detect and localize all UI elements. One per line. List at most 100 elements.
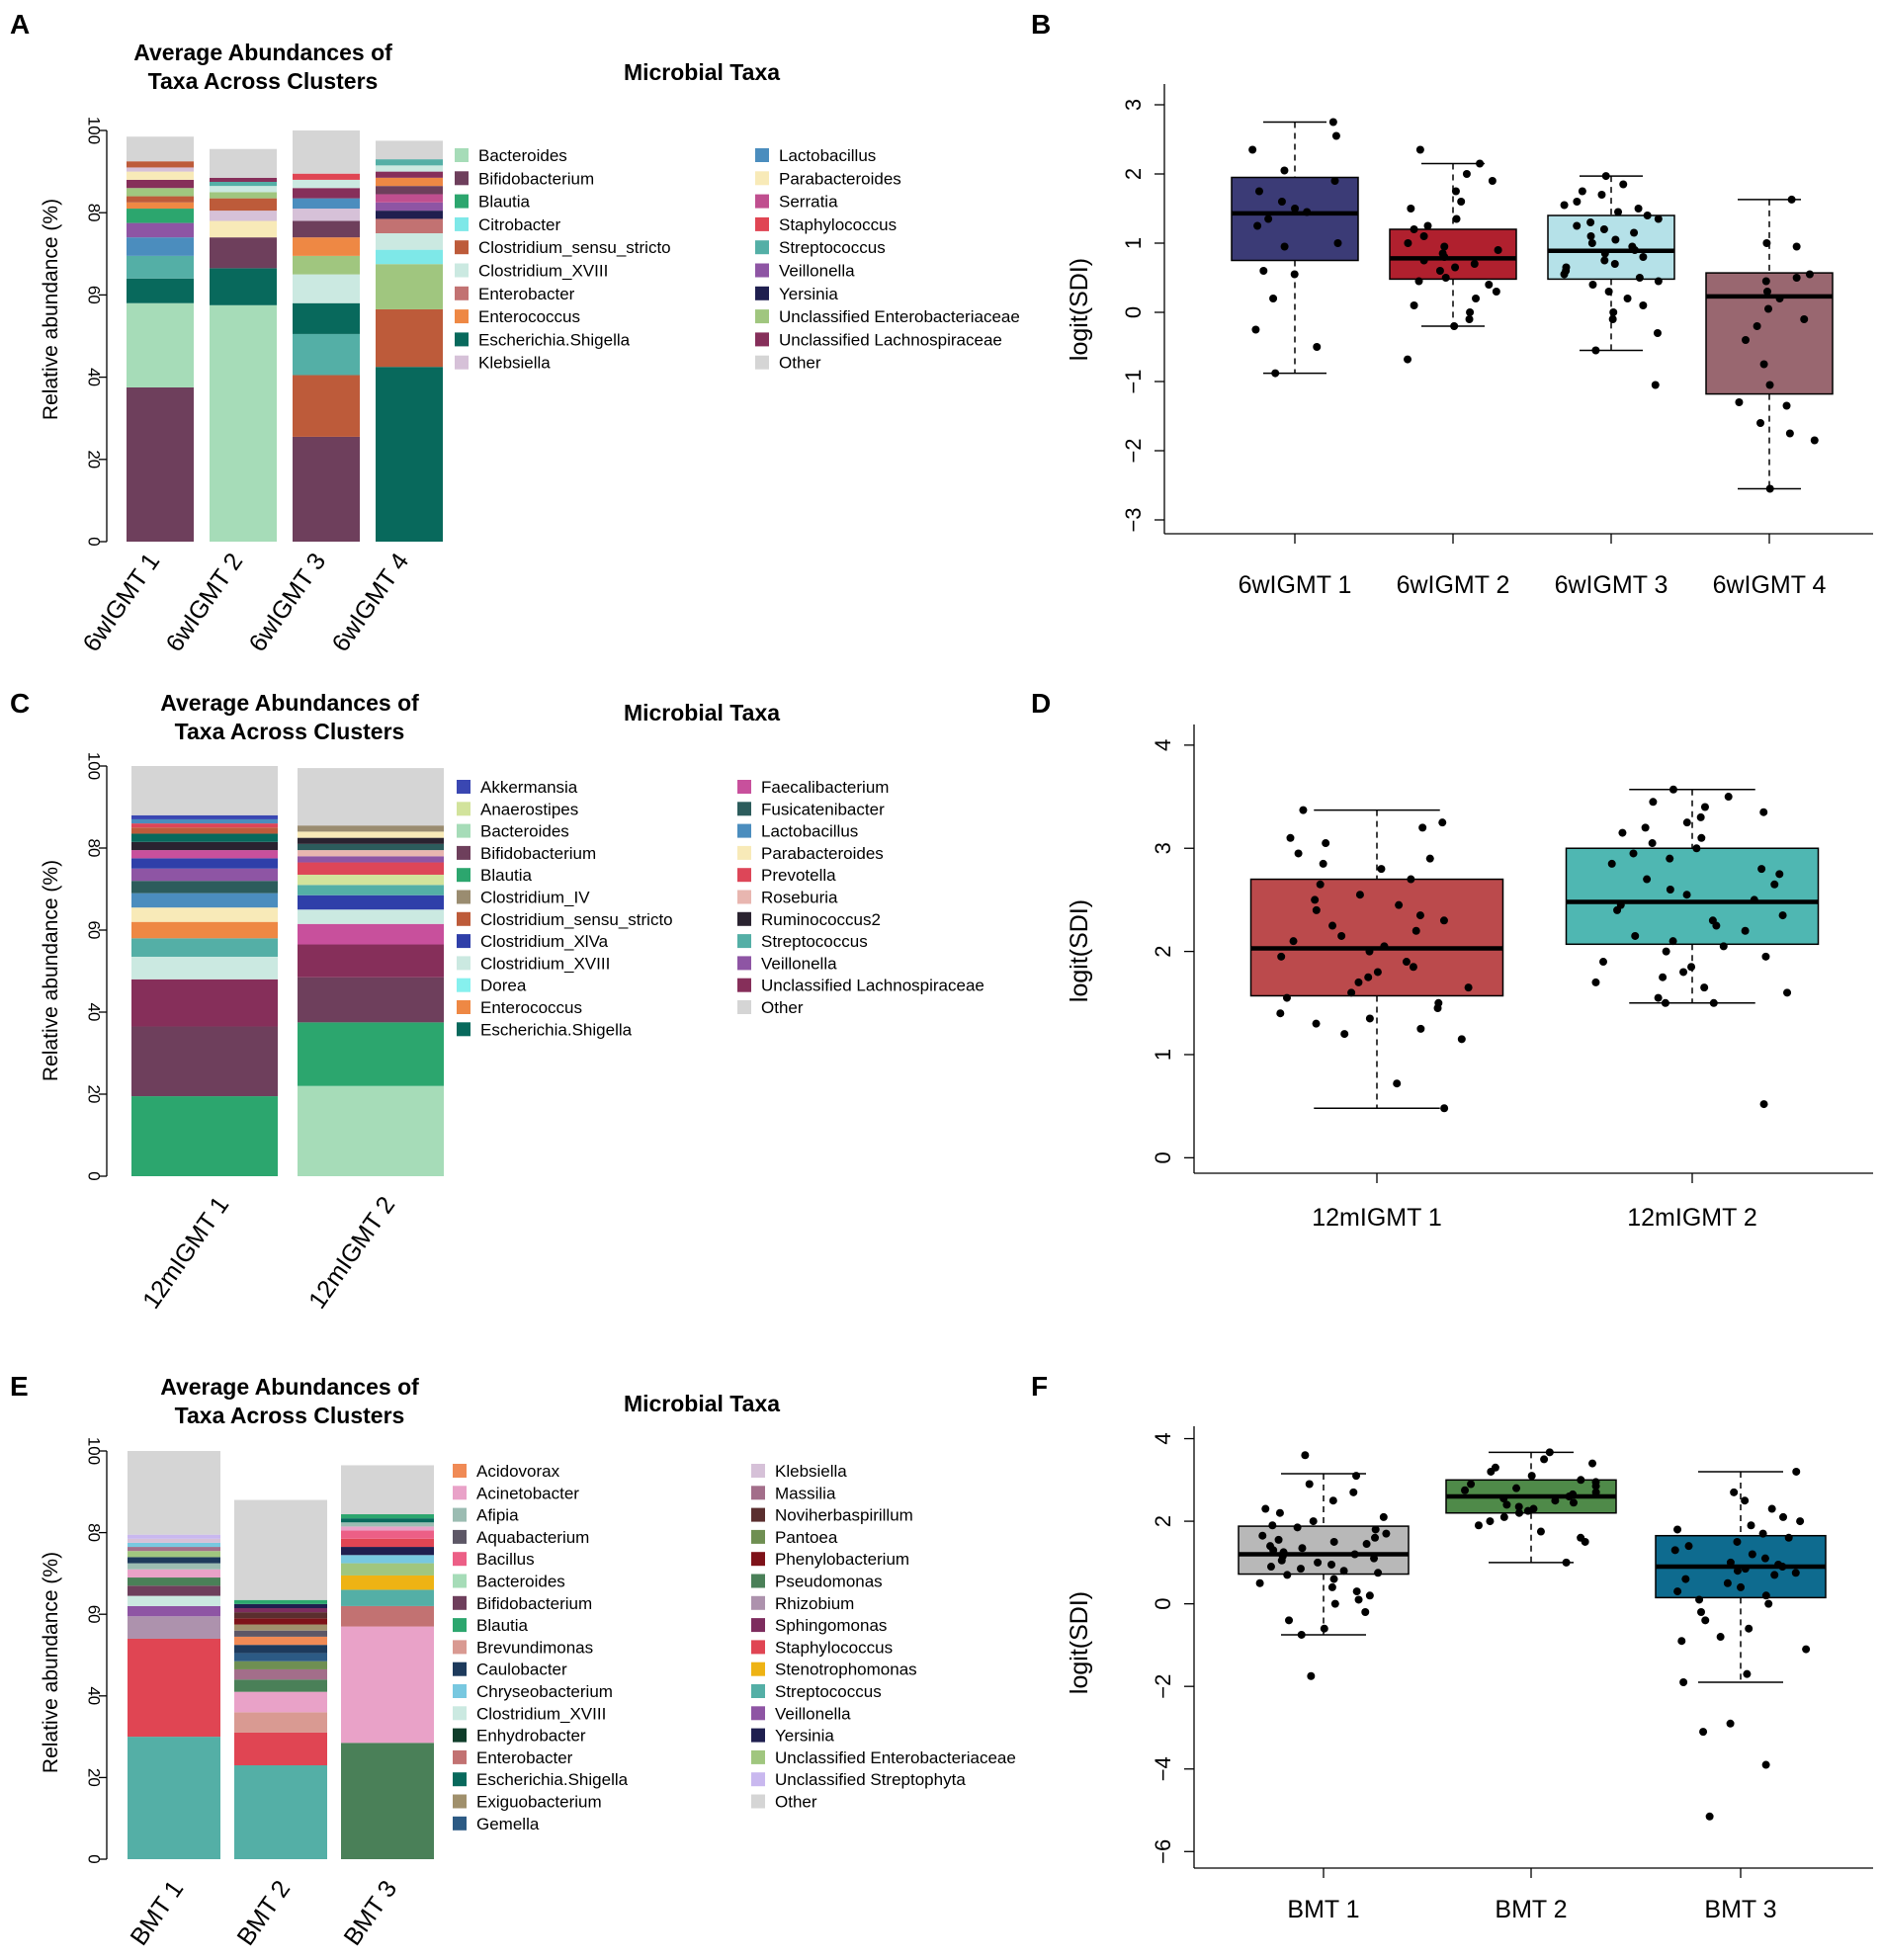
legend-swatch [453,1640,467,1655]
panel-letter-f: F [1031,1371,1048,1402]
bar-segment-prevotella [298,862,444,875]
bar-segment-unclassified-lachnospiraceae [298,944,444,978]
bar-segment-escherichia-shigella [131,833,278,842]
data-point [1775,295,1784,302]
legend-label: Staphylococcus [775,1638,893,1657]
legend-swatch [455,263,469,278]
legend-item-ruminococcus2: Ruminococcus2 [737,910,881,929]
bar-segment-parabacteroides [298,831,444,838]
bar-segment-clostridium-xviii [131,956,278,980]
data-point [1382,1529,1391,1538]
data-point [1380,942,1389,951]
data-point [1371,1533,1380,1542]
bar-segment-klebsiella [210,211,277,221]
data-point [1649,798,1658,807]
legend-item-yersinia: Yersinia [751,1727,834,1746]
data-point [1268,1521,1277,1530]
data-point [1654,214,1663,223]
stacked-bar-chart-e: Average Abundances of Taxa Across Cluste… [40,1374,1016,1950]
plot-area: −3 −2 −1 0 1 2 3 6wIGMT 1 6wIGMT 2 6wIGMT 3 6wIGMT… [1121,84,1873,599]
legend-item-akkermansia: Akkermansia [457,778,578,797]
y-tick-label: 0 [85,1171,104,1180]
data-point [1759,808,1768,816]
bar-segment-bifidobacterium [210,237,277,269]
data-point [1653,329,1662,337]
legend-swatch [453,1794,467,1809]
bar-segment-blautia [131,1096,278,1176]
legend-item-aquabacterium: Aquabacterium [453,1528,589,1547]
legend-swatch [453,1552,467,1567]
data-point [1737,1582,1746,1591]
legend-label: Unclassified Lachnospiraceae [779,330,1002,349]
legend-label: Blautia [480,866,533,885]
legend-label: Streptococcus [779,238,886,257]
data-point [1586,232,1595,240]
bar-segment-parabacteroides [210,220,277,238]
data-point [1293,1523,1302,1532]
legend-label: Prevotella [761,866,836,885]
data-point [1764,1599,1773,1608]
bar-segment-other [376,140,443,160]
legend-swatch [453,1706,467,1721]
bar-segment-streptococcus [127,255,194,279]
legend-swatch [453,1618,467,1633]
data-point [1470,260,1479,268]
data-point [1514,1502,1523,1511]
data-point [1423,221,1432,230]
legend-item-faecalibacterium: Faecalibacterium [737,778,889,797]
legend-item-phenylobacterium: Phenylobacterium [751,1550,909,1569]
legend-label: Blautia [476,1616,529,1635]
legend-label: Clostridium_XVIII [476,1704,606,1723]
data-point [1742,336,1751,344]
legend-swatch [751,1618,765,1633]
data-point [1783,988,1792,997]
data-point [1365,947,1374,956]
data-point [1699,1728,1708,1737]
legend-item-citrobacter: Citrobacter [455,215,560,234]
data-point [1747,1521,1755,1530]
y-tick-label: 100 [85,752,104,780]
legend-item-veillonella: Veillonella [751,1704,851,1723]
legend-item-fusicatenibacter: Fusicatenibacter [737,800,885,818]
legend-item-veillonella: Veillonella [737,954,837,973]
legend-label: Unclassified Lachnospiraceae [761,977,984,995]
panel-letter-a: A [10,9,30,40]
data-point [1601,172,1610,181]
data-point [1733,1567,1742,1576]
data-point [1476,159,1485,168]
data-point [1328,921,1337,930]
data-point [1782,401,1791,410]
legend-label: Other [775,1793,817,1812]
data-point [1298,1544,1307,1553]
bar-segment-unclassified-lachnospiraceae [293,188,360,199]
bar-segment-enterococcus [293,237,360,256]
legend-item-lactobacillus: Lactobacillus [737,822,858,841]
data-point [1277,1556,1286,1565]
data-point [1607,859,1616,868]
bar-segment-clostridium-xviii [210,186,277,193]
legend-swatch [453,1507,467,1522]
bar-segment-unclassified-enterobacteriaceae [128,1551,220,1558]
bar-segment-clostridium-xviii [293,179,360,189]
legend-swatch [755,355,769,370]
legend-swatch [751,1706,765,1721]
data-point [1682,818,1691,827]
legend-item-prevotella: Prevotella [737,866,836,885]
bar-bmt-2 [234,1499,327,1859]
bar-segment-acinetobacter [128,1569,220,1578]
legend-label: Enterococcus [478,307,580,326]
data-point [1433,1004,1442,1013]
bar-segment-acinetobacter [234,1691,327,1713]
legend-item-yersinia: Yersinia [755,285,838,303]
data-point [1280,242,1289,251]
data-point [1700,983,1709,992]
data-point [1271,369,1280,378]
data-point [1364,973,1373,981]
bar-segment-ruminococcus2 [298,837,444,844]
data-point [1677,1637,1686,1646]
data-point [1269,1546,1278,1555]
bar-segment-klebsiella [293,209,360,221]
data-point [1305,1480,1314,1489]
bar-segment-clostridium-xviii [128,1595,220,1606]
bar-segment-veillonella [298,856,444,863]
